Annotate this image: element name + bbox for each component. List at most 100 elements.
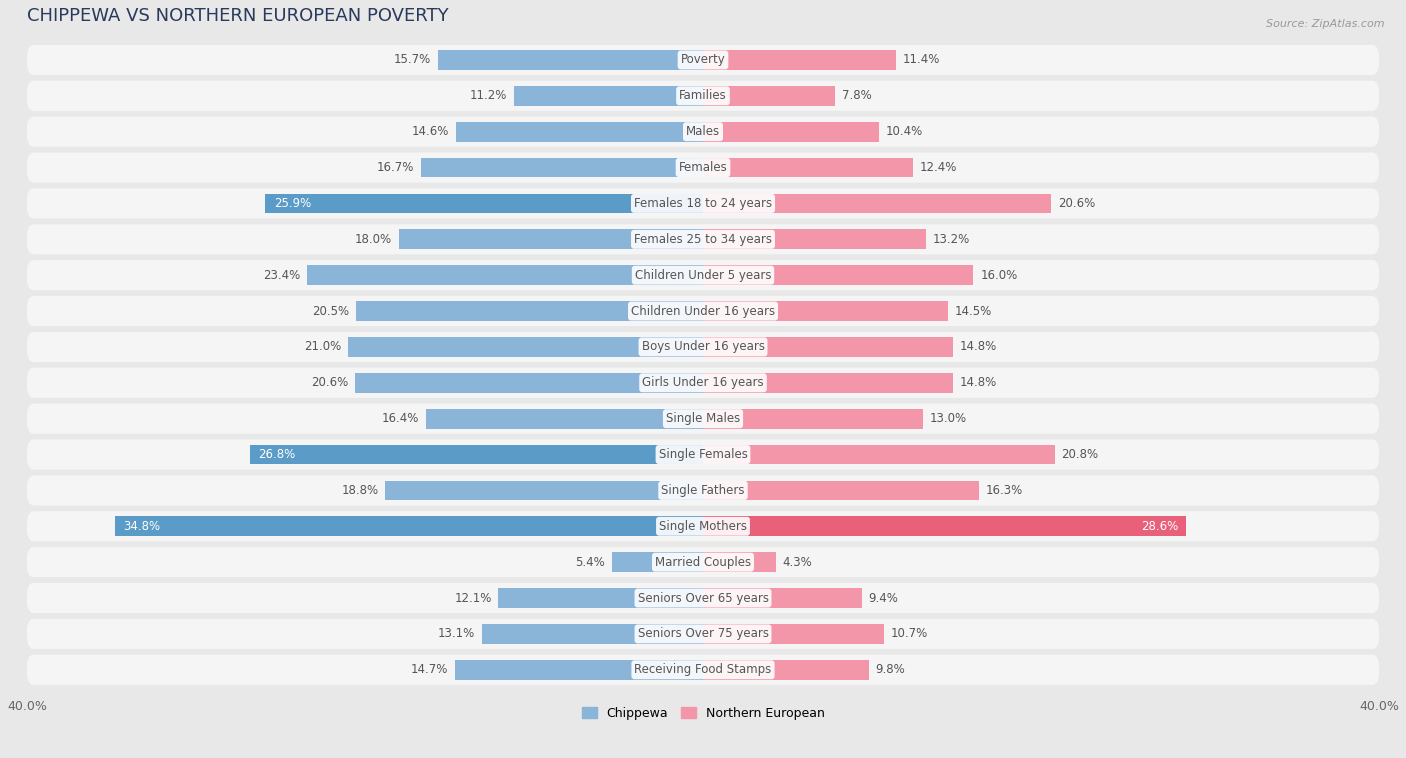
Text: 12.1%: 12.1%	[454, 591, 492, 605]
Text: 10.4%: 10.4%	[886, 125, 922, 138]
Text: 20.8%: 20.8%	[1062, 448, 1098, 461]
Bar	[349, 337, 703, 357]
Text: 7.8%: 7.8%	[842, 89, 872, 102]
FancyBboxPatch shape	[27, 368, 1379, 398]
Bar	[437, 50, 703, 70]
Bar	[703, 122, 879, 142]
Text: Females: Females	[679, 161, 727, 174]
Text: 11.2%: 11.2%	[470, 89, 508, 102]
Text: 20.6%: 20.6%	[1057, 197, 1095, 210]
Bar	[703, 373, 953, 393]
Bar	[703, 265, 973, 285]
Text: 5.4%: 5.4%	[575, 556, 605, 568]
Text: 16.7%: 16.7%	[377, 161, 413, 174]
Bar	[703, 301, 948, 321]
FancyBboxPatch shape	[27, 81, 1379, 111]
Bar	[354, 373, 703, 393]
Text: Females 18 to 24 years: Females 18 to 24 years	[634, 197, 772, 210]
Text: 14.8%: 14.8%	[960, 376, 997, 390]
FancyBboxPatch shape	[27, 403, 1379, 434]
FancyBboxPatch shape	[27, 296, 1379, 326]
FancyBboxPatch shape	[27, 117, 1379, 147]
Text: 20.5%: 20.5%	[312, 305, 350, 318]
Text: 9.4%: 9.4%	[869, 591, 898, 605]
Bar	[703, 481, 979, 500]
Bar	[308, 265, 703, 285]
Text: 20.6%: 20.6%	[311, 376, 349, 390]
FancyBboxPatch shape	[27, 332, 1379, 362]
Text: Married Couples: Married Couples	[655, 556, 751, 568]
Text: Girls Under 16 years: Girls Under 16 years	[643, 376, 763, 390]
Bar	[499, 588, 703, 608]
FancyBboxPatch shape	[27, 583, 1379, 613]
Bar	[703, 553, 776, 572]
Text: Seniors Over 75 years: Seniors Over 75 years	[637, 628, 769, 641]
Text: 21.0%: 21.0%	[304, 340, 342, 353]
Text: 13.1%: 13.1%	[437, 628, 475, 641]
Bar	[420, 158, 703, 177]
Text: 18.8%: 18.8%	[342, 484, 378, 497]
Bar	[703, 624, 884, 644]
FancyBboxPatch shape	[27, 152, 1379, 183]
FancyBboxPatch shape	[27, 655, 1379, 684]
Text: 15.7%: 15.7%	[394, 54, 430, 67]
Text: 12.4%: 12.4%	[920, 161, 956, 174]
Bar	[456, 122, 703, 142]
Text: Single Females: Single Females	[658, 448, 748, 461]
Bar	[703, 86, 835, 105]
Text: Children Under 5 years: Children Under 5 years	[634, 268, 772, 282]
FancyBboxPatch shape	[27, 547, 1379, 578]
Bar	[703, 445, 1054, 465]
FancyBboxPatch shape	[27, 189, 1379, 218]
Text: Males: Males	[686, 125, 720, 138]
Bar	[115, 516, 703, 536]
Legend: Chippewa, Northern European: Chippewa, Northern European	[576, 702, 830, 725]
Bar	[703, 193, 1052, 213]
Text: 16.3%: 16.3%	[986, 484, 1022, 497]
Text: 25.9%: 25.9%	[274, 197, 311, 210]
Bar	[703, 516, 1187, 536]
Bar	[703, 230, 927, 249]
Bar	[703, 409, 922, 428]
Bar	[703, 158, 912, 177]
Text: 14.6%: 14.6%	[412, 125, 450, 138]
Bar	[454, 660, 703, 680]
Text: 11.4%: 11.4%	[903, 54, 939, 67]
Text: Single Fathers: Single Fathers	[661, 484, 745, 497]
FancyBboxPatch shape	[27, 224, 1379, 255]
Text: Females 25 to 34 years: Females 25 to 34 years	[634, 233, 772, 246]
Text: 4.3%: 4.3%	[783, 556, 813, 568]
Text: CHIPPEWA VS NORTHERN EUROPEAN POVERTY: CHIPPEWA VS NORTHERN EUROPEAN POVERTY	[27, 7, 449, 25]
FancyBboxPatch shape	[27, 440, 1379, 470]
Text: Source: ZipAtlas.com: Source: ZipAtlas.com	[1267, 19, 1385, 29]
Text: 13.0%: 13.0%	[929, 412, 966, 425]
Text: 26.8%: 26.8%	[259, 448, 295, 461]
Text: 14.5%: 14.5%	[955, 305, 993, 318]
Bar	[612, 553, 703, 572]
Bar	[703, 337, 953, 357]
Bar	[703, 588, 862, 608]
Bar	[357, 301, 703, 321]
Text: 14.8%: 14.8%	[960, 340, 997, 353]
Bar	[482, 624, 703, 644]
Bar	[426, 409, 703, 428]
Text: 16.4%: 16.4%	[381, 412, 419, 425]
Text: 14.7%: 14.7%	[411, 663, 447, 676]
Text: Seniors Over 65 years: Seniors Over 65 years	[637, 591, 769, 605]
Text: Single Mothers: Single Mothers	[659, 520, 747, 533]
Text: 10.7%: 10.7%	[890, 628, 928, 641]
FancyBboxPatch shape	[27, 45, 1379, 75]
Text: 16.0%: 16.0%	[980, 268, 1018, 282]
Text: 28.6%: 28.6%	[1140, 520, 1178, 533]
Bar	[513, 86, 703, 105]
Text: Boys Under 16 years: Boys Under 16 years	[641, 340, 765, 353]
Text: 18.0%: 18.0%	[354, 233, 392, 246]
Text: Children Under 16 years: Children Under 16 years	[631, 305, 775, 318]
FancyBboxPatch shape	[27, 619, 1379, 649]
FancyBboxPatch shape	[27, 475, 1379, 506]
Bar	[266, 193, 703, 213]
Bar	[250, 445, 703, 465]
Text: 23.4%: 23.4%	[263, 268, 301, 282]
FancyBboxPatch shape	[27, 511, 1379, 541]
Text: 13.2%: 13.2%	[932, 233, 970, 246]
